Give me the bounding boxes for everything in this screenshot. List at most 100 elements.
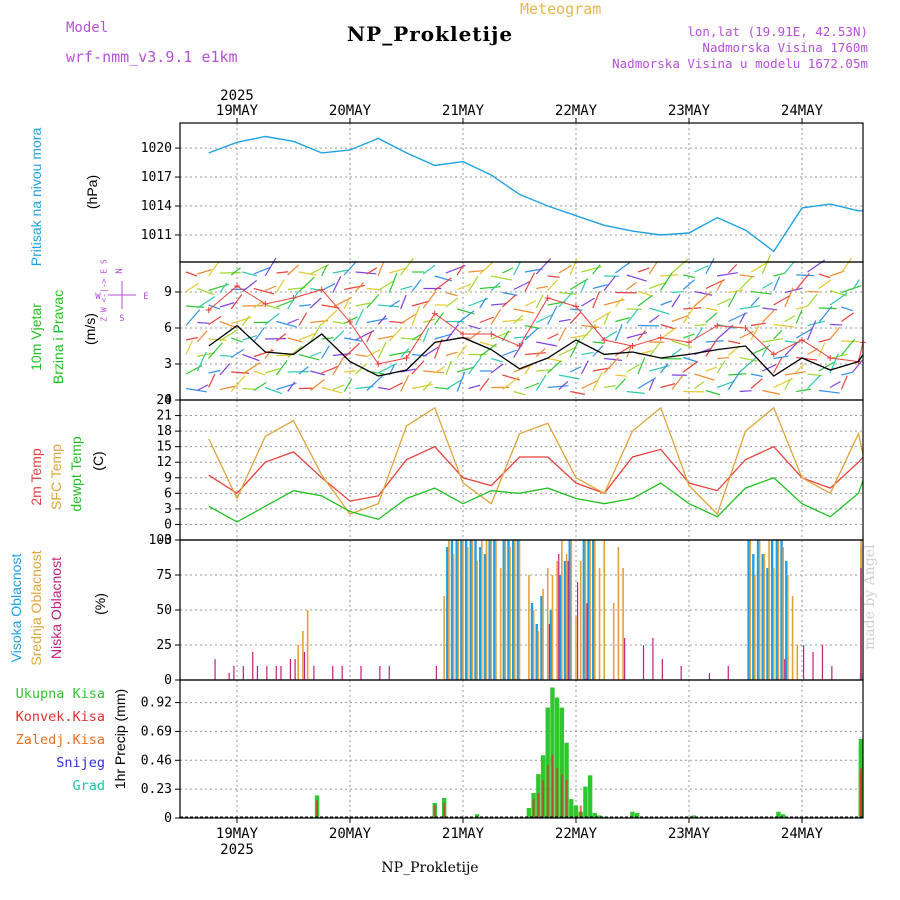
wind-arrow [547, 333, 559, 340]
model-name: wrf-nmm_v3.9.1 e1km [66, 48, 238, 66]
low-cloud-bar [303, 652, 306, 680]
wind-arrow [502, 319, 524, 323]
wind-arrow [648, 261, 658, 275]
high-cloud-bar [559, 575, 562, 680]
gust-marker [290, 295, 297, 301]
wind-arrow [422, 381, 432, 391]
wind-arrow [400, 285, 413, 291]
mid-cloud-bar [457, 540, 460, 680]
wind-arrow [671, 374, 684, 390]
low-cloud-bar [652, 638, 654, 680]
wind-arrow [502, 291, 518, 296]
low-cloud-bar [275, 666, 277, 680]
convective-precip-bar [546, 765, 549, 818]
wind-arrow [434, 312, 445, 325]
wind-arrow [309, 297, 322, 309]
low-cloud-bar [256, 666, 259, 680]
total-precip-bar [630, 811, 635, 818]
mid-cloud-bar [466, 547, 469, 680]
high-cloud-bar [587, 540, 590, 680]
wind-arrow [343, 261, 357, 276]
wind-arrow [400, 368, 416, 373]
wind-arrow [807, 320, 826, 327]
high-cloud-bar [582, 540, 586, 680]
wind-arrow [795, 272, 810, 290]
wind-arrow [682, 333, 695, 339]
mid-cloud-bar [306, 610, 309, 680]
wind-arrow [728, 340, 741, 345]
temp-ytick-tick-label: 15 [156, 440, 172, 455]
precip-legend-0: Ukupna Kisa [15, 686, 105, 702]
wind-arrow [377, 335, 393, 340]
wind-arrow [468, 324, 481, 330]
wind-arrow [614, 324, 623, 342]
wind-arrow [536, 285, 549, 290]
wind-arrow [275, 360, 288, 376]
precip-ytick-tick-label: 0.69 [141, 724, 172, 739]
low-cloud-bar [860, 568, 862, 680]
wind-arrow [230, 348, 245, 359]
total-precip-bar [597, 815, 602, 818]
temp2m-line [208, 445, 864, 502]
wind-arrow [253, 287, 275, 295]
wind-label-line1: 10m Vjetar [28, 303, 44, 371]
wind-arrow [219, 385, 238, 391]
low-cloud-bar [680, 666, 682, 680]
wind-arrow [784, 314, 796, 323]
wind-arrow [457, 308, 475, 315]
wind-arrow [547, 357, 563, 362]
wind-ytick-tick-label: 0 [164, 393, 172, 408]
wind-arrow [490, 275, 512, 281]
wind-arrow [739, 357, 756, 373]
wind-arrow [716, 360, 726, 374]
wind-arrow [762, 307, 778, 311]
compass-n: N [115, 268, 125, 273]
bottom-day-label-20MAY: 20MAY [329, 826, 372, 842]
wind-arrow [287, 381, 296, 392]
sfc-temp-label: SFC Temp [48, 444, 64, 510]
high-cloud-bar [766, 568, 769, 680]
total-precip-bar [635, 812, 640, 818]
wind-arrow [196, 330, 208, 343]
temp-ytick-tick-label: 24 [156, 393, 172, 408]
wind-arrow [581, 324, 600, 328]
mid-cloud-bar [796, 645, 799, 680]
wind-arrow [570, 334, 589, 339]
mid-cloud-bar [551, 575, 554, 680]
top-day-label-21MAY: 21MAY [442, 103, 485, 119]
wind-arrow [524, 327, 539, 341]
wind-arrow [717, 357, 730, 360]
wind-arrow [197, 352, 216, 358]
total-precip-bar [569, 799, 574, 818]
total-precip-bar [602, 816, 607, 818]
wind-arrow [197, 384, 209, 392]
wind-arrow [264, 285, 277, 292]
mid-cloud-bar [297, 645, 300, 680]
wind-arrow [230, 294, 243, 310]
high-cloud-bar [535, 624, 538, 680]
temp2m-label: 2m Temp [28, 448, 44, 506]
precip-ytick-tick-label: 0 [164, 811, 172, 826]
wind-arrow [524, 272, 536, 292]
wind-arrow [490, 308, 502, 325]
wind-arrow [614, 378, 627, 390]
wind-arrow [660, 363, 669, 374]
mid-cloud-bar [443, 596, 445, 680]
high-cloud-bar [446, 547, 449, 680]
wind-arrow [389, 267, 407, 274]
location-coords: lon,lat (19.91E, 42.53N) [687, 24, 868, 39]
wind-arrow [332, 320, 345, 325]
wind-arrow [773, 272, 786, 277]
wind-arrow [841, 306, 853, 312]
wind-arrow [490, 357, 503, 363]
wind-arrow [795, 362, 805, 373]
gust-marker [629, 343, 636, 349]
wind-arrow [445, 379, 462, 391]
wind-ytick-tick-label: 6 [164, 321, 172, 336]
wind-arrow [626, 331, 648, 339]
top-day-label-22MAY: 22MAY [555, 103, 598, 119]
cloud-unit: (%) [92, 593, 108, 615]
wind-arrow [230, 267, 242, 276]
pressure-ytick-tick-label: 1011 [141, 228, 172, 243]
mid-cloud-bar [772, 568, 775, 680]
